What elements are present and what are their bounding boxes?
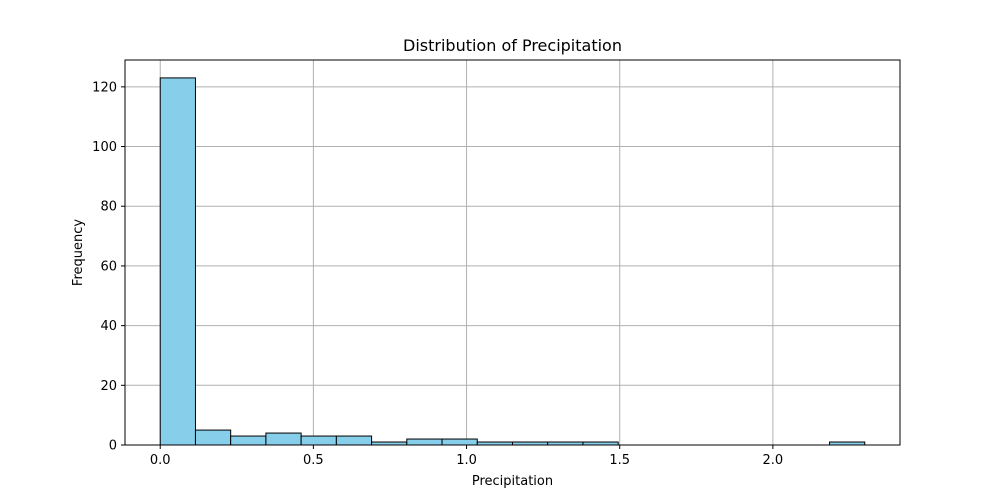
histogram-bar [194, 429, 232, 446]
y-tick-label: 0 [109, 439, 117, 454]
bars-layer [159, 77, 866, 446]
x-tick-label: 0.5 [303, 453, 324, 468]
histogram-bar [441, 438, 478, 446]
y-tick-label: 20 [100, 379, 117, 394]
ticks-layer: 0.0 0.5 1.0 1.5 2.0 0 20 40 60 80 100 120 [92, 80, 783, 468]
histogram-bar [159, 77, 196, 446]
x-tick-label: 1.5 [609, 453, 630, 468]
y-axis-label: Frequency [71, 219, 86, 286]
x-tick-label: 2.0 [763, 453, 784, 468]
chart-title: Distribution of Precipitation [403, 36, 622, 55]
histogram-bar [300, 435, 337, 446]
y-tick-label: 40 [100, 319, 117, 334]
histogram-bar [406, 438, 443, 446]
histogram-bar [265, 432, 302, 446]
plot-frame [124, 59, 901, 446]
histogram-bar [335, 435, 373, 446]
y-tick-label: 60 [100, 259, 117, 274]
x-tick-label: 1.0 [456, 453, 477, 468]
histogram-bar [230, 435, 267, 446]
y-tick-label: 100 [92, 140, 117, 155]
x-tick-label: 0.0 [150, 453, 171, 468]
grid-layer [125, 60, 900, 446]
y-tick-label: 120 [92, 80, 117, 95]
x-axis-label: Precipitation [472, 474, 553, 489]
y-tick-label: 80 [100, 200, 117, 215]
